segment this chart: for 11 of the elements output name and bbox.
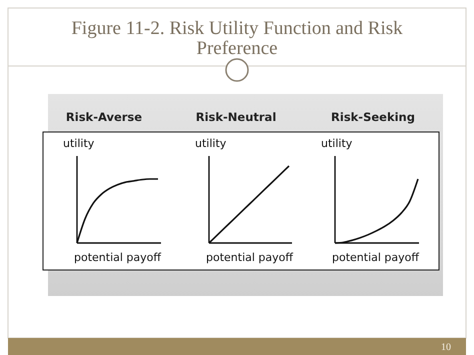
text: 10 bbox=[441, 342, 451, 353]
y-axis-title: utility bbox=[321, 137, 353, 150]
x-axis-title: potential payoff bbox=[74, 251, 162, 264]
x-axis-title: potential payoff bbox=[332, 251, 420, 264]
y-axis-title: utility bbox=[63, 137, 95, 150]
y-axis-title: utility bbox=[195, 137, 227, 150]
x-axis-title: potential payoff bbox=[206, 251, 294, 264]
caption: Figure 11-2. Risk Utility Function and Risk Preference bbox=[71, 18, 404, 59]
chart-title: Risk-Seeking bbox=[331, 110, 415, 124]
chart-title: Risk-Neutral bbox=[196, 110, 276, 124]
chart-title: Risk-Averse bbox=[66, 110, 142, 124]
